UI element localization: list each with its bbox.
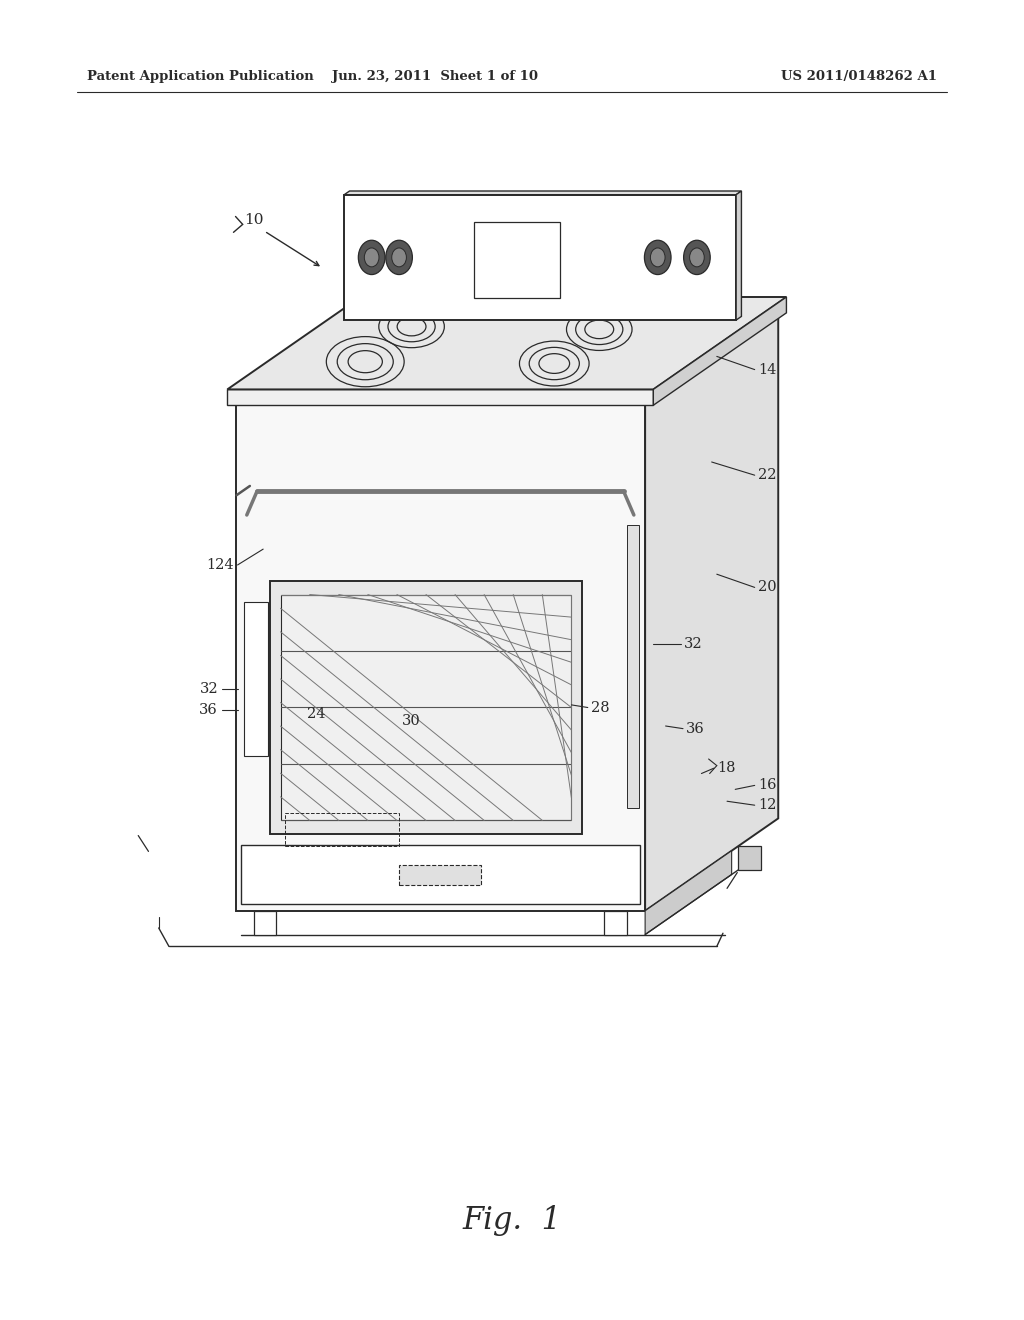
Circle shape	[386, 240, 413, 275]
Bar	[738, 846, 761, 870]
Text: 16: 16	[758, 779, 776, 792]
Polygon shape	[236, 396, 645, 911]
Polygon shape	[227, 297, 786, 389]
Text: 36: 36	[200, 704, 218, 717]
Text: 20: 20	[758, 581, 776, 594]
Text: 32: 32	[684, 638, 702, 651]
Circle shape	[689, 248, 705, 267]
Polygon shape	[344, 195, 736, 319]
Text: Fig.  1: Fig. 1	[463, 1205, 561, 1237]
Text: 30: 30	[402, 714, 421, 727]
Text: 14: 14	[758, 363, 776, 376]
Text: US 2011/0148262 A1: US 2011/0148262 A1	[781, 70, 937, 83]
Text: Patent Application Publication: Patent Application Publication	[87, 70, 313, 83]
Text: 18: 18	[717, 762, 735, 775]
Bar	[399, 865, 481, 886]
Polygon shape	[236, 304, 778, 396]
Text: Jun. 23, 2011  Sheet 1 of 10: Jun. 23, 2011 Sheet 1 of 10	[332, 70, 539, 83]
Polygon shape	[736, 191, 741, 319]
Text: 22: 22	[758, 469, 776, 482]
Polygon shape	[645, 304, 778, 911]
Polygon shape	[653, 297, 786, 405]
Text: 10: 10	[244, 214, 263, 227]
Circle shape	[684, 240, 711, 275]
Text: 124: 124	[206, 558, 233, 572]
Circle shape	[644, 240, 671, 275]
Text: 12: 12	[758, 799, 776, 812]
Text: 32: 32	[200, 682, 218, 696]
Bar	[254, 911, 276, 935]
Bar	[281, 594, 571, 820]
Bar	[285, 813, 399, 846]
Text: 36: 36	[686, 722, 705, 735]
Circle shape	[650, 248, 665, 267]
Circle shape	[358, 240, 385, 275]
Bar	[270, 581, 582, 834]
Text: 24: 24	[307, 708, 326, 721]
Bar	[241, 845, 640, 904]
Polygon shape	[227, 389, 653, 405]
Bar	[473, 222, 560, 297]
Polygon shape	[344, 191, 741, 195]
Bar	[604, 911, 627, 935]
Polygon shape	[645, 851, 731, 935]
Circle shape	[392, 248, 407, 267]
Bar	[627, 525, 639, 808]
Bar	[244, 602, 268, 756]
Circle shape	[365, 248, 379, 267]
Text: 28: 28	[591, 701, 609, 714]
